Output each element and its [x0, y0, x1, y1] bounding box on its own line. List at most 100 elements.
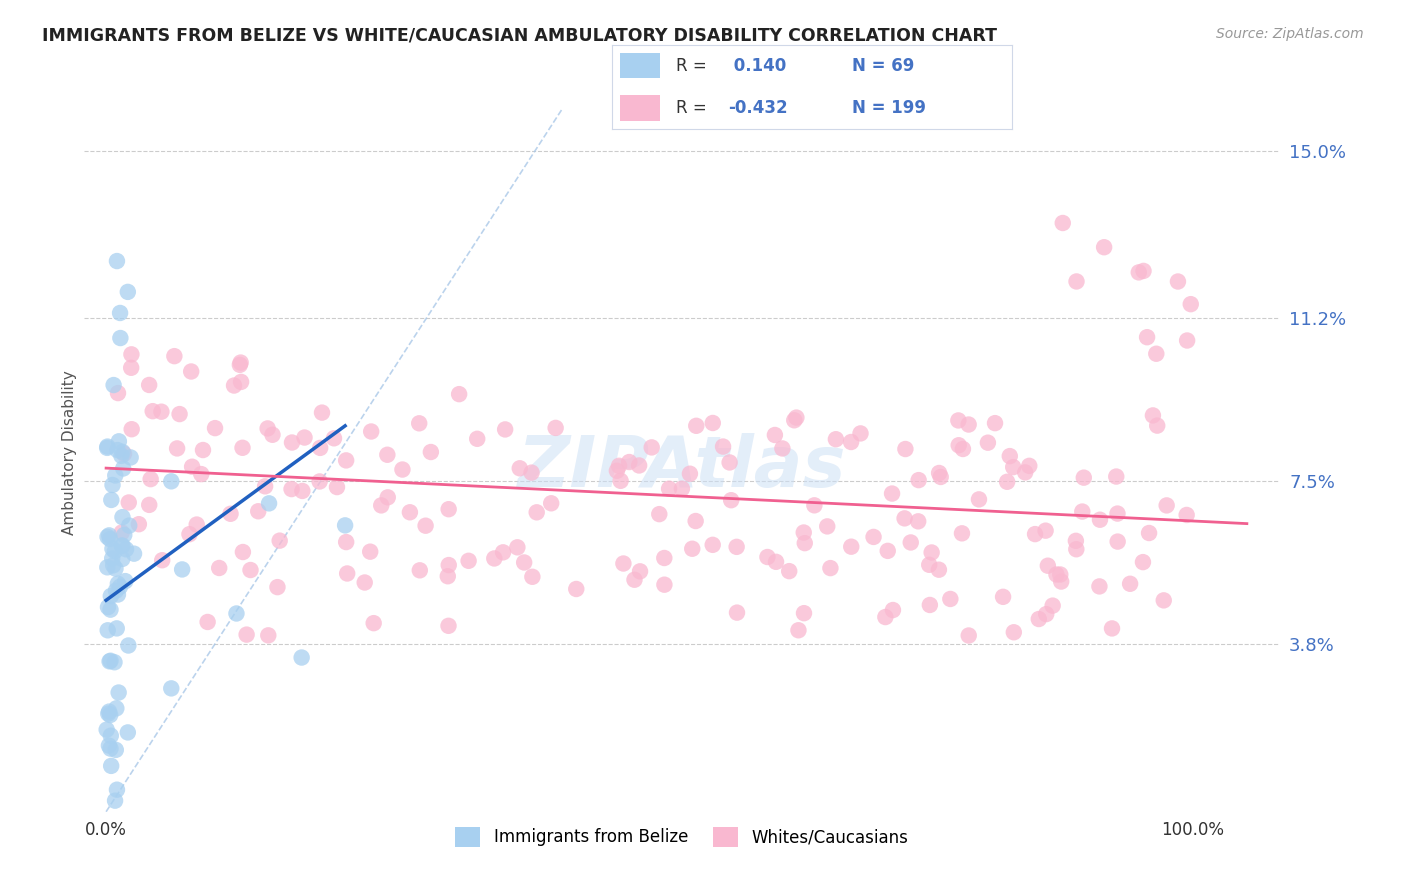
Point [1035, 607, 1057, 621]
Point [225, 607, 247, 621]
Point [1136, 330, 1159, 344]
Point [101, 558, 124, 573]
Point [785, 410, 807, 425]
Point [101, 478, 124, 492]
Point [117, 639, 139, 653]
Point [108, 434, 131, 449]
Point [281, 435, 304, 450]
Point [104, 743, 127, 757]
Point [1042, 599, 1064, 613]
Point [100, 602, 122, 616]
Point [803, 499, 825, 513]
Point [98, 532, 121, 546]
Point [437, 502, 460, 516]
Point [107, 443, 129, 458]
Point [778, 564, 800, 578]
Point [98, 654, 121, 668]
Point [235, 627, 257, 641]
Point [377, 448, 399, 462]
Point [1052, 216, 1074, 230]
Point [526, 505, 548, 519]
Point [139, 472, 162, 486]
Point [544, 421, 567, 435]
Point [257, 628, 280, 642]
Point [98, 528, 121, 542]
Text: 0.140: 0.140 [728, 57, 786, 75]
Point [108, 306, 131, 320]
Point [166, 442, 188, 456]
Point [671, 482, 693, 496]
Point [138, 498, 160, 512]
Point [128, 517, 150, 532]
Point [977, 435, 1000, 450]
Point [718, 455, 741, 469]
Point [995, 475, 1018, 489]
Point [793, 536, 815, 550]
Point [793, 525, 815, 540]
Point [1002, 460, 1025, 475]
Point [291, 483, 314, 498]
Point [1064, 533, 1087, 548]
Point [929, 470, 952, 484]
Point [619, 455, 641, 469]
Point [96, 723, 118, 737]
Point [1132, 264, 1154, 278]
Point [222, 378, 245, 392]
Point [363, 616, 385, 631]
Text: ZIPAtlas: ZIPAtlas [517, 433, 846, 501]
Point [509, 461, 531, 475]
Point [641, 441, 664, 455]
Point [894, 442, 917, 456]
Point [520, 466, 543, 480]
Point [97, 706, 120, 721]
Point [191, 443, 214, 458]
Point [231, 441, 253, 455]
Point [918, 558, 941, 572]
Point [391, 462, 413, 476]
Point [1071, 504, 1094, 518]
Point [765, 555, 787, 569]
Point [254, 479, 277, 493]
Point [181, 459, 204, 474]
Point [333, 518, 356, 533]
Point [160, 681, 183, 696]
Point [408, 417, 430, 431]
Point [725, 540, 748, 554]
Point [685, 418, 707, 433]
Text: Source: ZipAtlas.com: Source: ZipAtlas.com [1216, 27, 1364, 41]
Point [204, 421, 226, 435]
Point [654, 577, 676, 591]
Y-axis label: Ambulatory Disability: Ambulatory Disability [62, 370, 77, 535]
Point [1092, 240, 1115, 254]
Point [100, 741, 122, 756]
Point [1028, 612, 1050, 626]
Point [112, 528, 135, 542]
Point [648, 507, 671, 521]
Point [110, 331, 132, 345]
Point [1066, 542, 1088, 557]
Point [928, 466, 950, 480]
Point [1146, 418, 1168, 433]
Point [107, 576, 129, 591]
Text: R =: R = [676, 99, 706, 117]
Point [763, 428, 786, 442]
Point [97, 739, 120, 753]
Point [105, 254, 128, 268]
Point [118, 495, 141, 509]
Point [266, 580, 288, 594]
Point [219, 507, 242, 521]
FancyBboxPatch shape [620, 95, 659, 120]
Point [239, 563, 262, 577]
Point [311, 406, 333, 420]
Point [876, 544, 898, 558]
Point [104, 583, 127, 598]
Point [957, 628, 980, 642]
Point [359, 544, 381, 558]
Point [1014, 466, 1036, 480]
Point [702, 416, 724, 430]
Point [172, 562, 194, 576]
Point [100, 654, 122, 668]
Point [998, 449, 1021, 463]
Point [100, 729, 122, 743]
Point [97, 624, 120, 638]
